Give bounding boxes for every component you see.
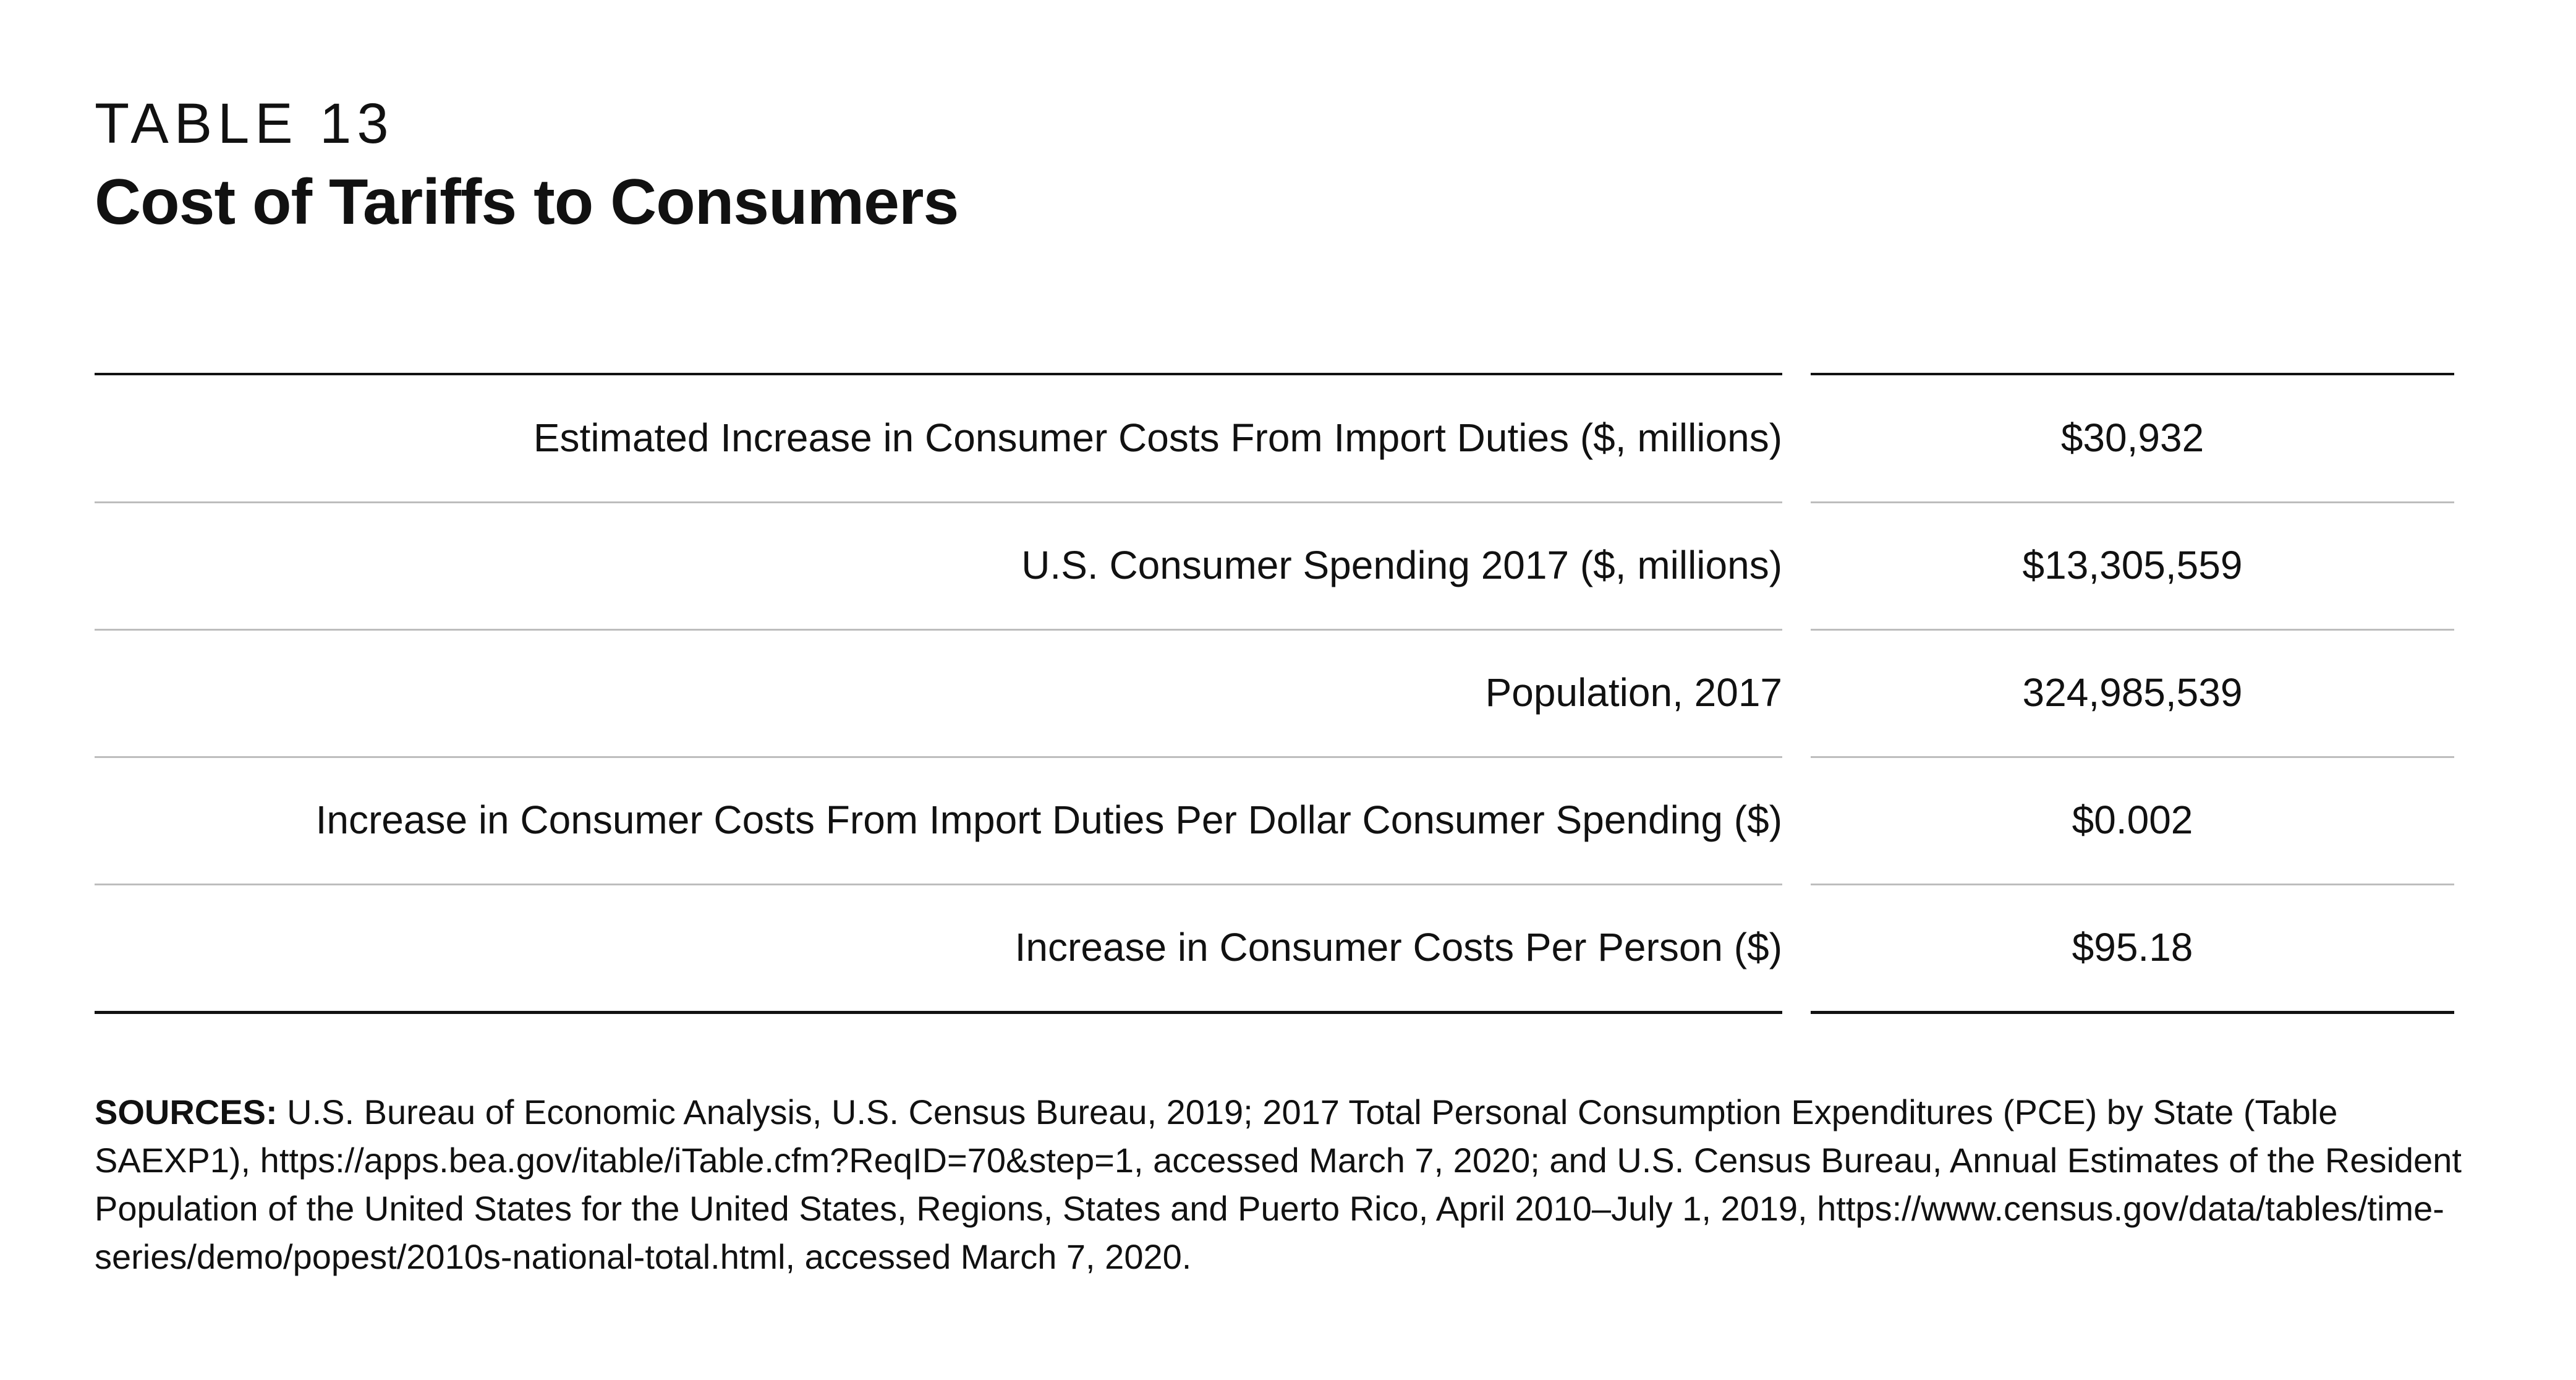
sources-note: SOURCES: U.S. Bureau of Economic Analysi… <box>95 1088 2462 1281</box>
table-title: Cost of Tariffs to Consumers <box>95 166 959 238</box>
row-label: U.S. Consumer Spending 2017 ($, millions… <box>95 502 1782 631</box>
data-table: Estimated Increase in Consumer Costs Fro… <box>95 373 2454 1014</box>
sources-heading: SOURCES: <box>95 1092 278 1131</box>
row-value: $95.18 <box>1811 884 2454 1014</box>
row-value: $30,932 <box>1811 375 2454 503</box>
table-label: TABLE 13 <box>95 92 394 155</box>
sources-text: U.S. Bureau of Economic Analysis, U.S. C… <box>95 1092 2462 1276</box>
row-value: $13,305,559 <box>1811 502 2454 631</box>
table-row: U.S. Consumer Spending 2017 ($, millions… <box>95 502 2454 631</box>
row-label: Population, 2017 <box>95 629 1782 758</box>
table-row: Increase in Consumer Costs Per Person ($… <box>95 884 2454 1014</box>
top-rule-right <box>1811 373 2454 375</box>
row-label: Increase in Consumer Costs Per Person ($… <box>95 884 1782 1014</box>
row-value: 324,985,539 <box>1811 629 2454 758</box>
row-label: Estimated Increase in Consumer Costs Fro… <box>95 375 1782 503</box>
top-rule-left <box>95 373 1782 375</box>
table-row: Estimated Increase in Consumer Costs Fro… <box>95 375 2454 503</box>
table-row: Increase in Consumer Costs From Import D… <box>95 757 2454 885</box>
table-row: Population, 2017 324,985,539 <box>95 629 2454 758</box>
row-label: Increase in Consumer Costs From Import D… <box>95 757 1782 885</box>
row-value: $0.002 <box>1811 757 2454 885</box>
